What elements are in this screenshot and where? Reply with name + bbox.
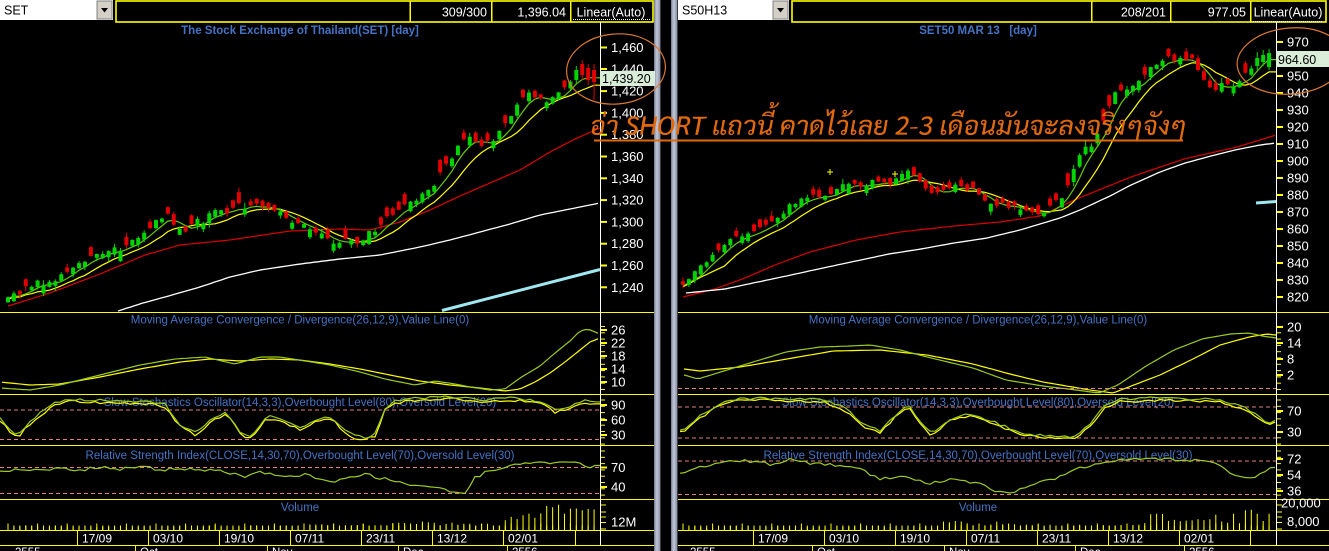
svg-text:1,240: 1,240	[611, 280, 644, 295]
svg-text:1,300: 1,300	[611, 214, 644, 229]
svg-text:SET50 MAR 13 [day]: SET50 MAR 13 [day]	[919, 25, 1037, 37]
svg-text:17/09: 17/09	[758, 532, 788, 546]
svg-text:8,000: 8,000	[1287, 514, 1320, 529]
svg-text:970: 970	[1287, 35, 1309, 50]
svg-text:The Stock Exchange of Thailand: The Stock Exchange of Thailand(SET) [day…	[181, 25, 419, 37]
svg-text:07/11: 07/11	[295, 532, 324, 546]
svg-text:1,280: 1,280	[611, 236, 644, 251]
svg-text:03/10: 03/10	[153, 532, 183, 546]
svg-text:1,360: 1,360	[611, 149, 644, 164]
svg-text:Linear(Auto): Linear(Auto)	[1254, 6, 1323, 20]
svg-text:02/01: 02/01	[508, 532, 538, 546]
svg-text:1,439.20: 1,439.20	[602, 72, 651, 86]
svg-text:20,000: 20,000	[1281, 496, 1321, 511]
svg-text:920: 920	[1287, 120, 1309, 135]
svg-text:Nov: Nov	[272, 547, 293, 551]
svg-text:Relative Strength Index(CLOSE,: Relative Strength Index(CLOSE,14,30,70),…	[764, 450, 1193, 462]
svg-text:12M: 12M	[611, 515, 636, 530]
svg-text:1,396.04: 1,396.04	[517, 6, 566, 20]
svg-text:26: 26	[611, 323, 625, 338]
svg-text:Slow Stochastics Oscillator(14: Slow Stochastics Oscillator(14,3,3),Over…	[782, 397, 1175, 409]
svg-text:2: 2	[1287, 368, 1294, 383]
svg-text:13/12: 13/12	[437, 532, 467, 546]
svg-text:Oct: Oct	[817, 547, 836, 551]
svg-text:1,260: 1,260	[611, 258, 644, 273]
svg-text:20: 20	[1287, 320, 1301, 335]
svg-text:820: 820	[1287, 290, 1309, 305]
svg-text:22: 22	[611, 336, 625, 351]
svg-text:208/201: 208/201	[1121, 6, 1166, 20]
svg-text:14: 14	[1287, 336, 1301, 351]
svg-text:60: 60	[611, 413, 625, 428]
svg-text:30: 30	[611, 428, 625, 443]
svg-text:17/09: 17/09	[82, 532, 112, 546]
svg-text:900: 900	[1287, 154, 1309, 169]
svg-text:2556: 2556	[1189, 547, 1215, 551]
svg-text:930: 930	[1287, 103, 1309, 118]
svg-text:8: 8	[1287, 352, 1294, 367]
svg-text:1,340: 1,340	[611, 171, 644, 186]
svg-text:07/11: 07/11	[971, 532, 1000, 546]
svg-text:Oct: Oct	[140, 547, 159, 551]
svg-text:2556: 2556	[512, 547, 538, 551]
svg-text:1,420: 1,420	[611, 84, 644, 99]
svg-text:880: 880	[1287, 188, 1309, 203]
svg-text:Nov: Nov	[949, 547, 970, 551]
svg-text:830: 830	[1287, 273, 1309, 288]
svg-text:23/11: 23/11	[1042, 532, 1071, 546]
svg-text:Moving Average Convergence / D: Moving Average Convergence / Divergence(…	[809, 315, 1148, 327]
svg-text:13/12: 13/12	[1113, 532, 1143, 546]
svg-text:03/10: 03/10	[829, 532, 859, 546]
svg-text:10: 10	[611, 375, 625, 390]
svg-text:Volume: Volume	[959, 502, 997, 514]
svg-text:19/10: 19/10	[900, 532, 930, 546]
svg-text:Dec: Dec	[1080, 547, 1101, 551]
svg-text:1,320: 1,320	[611, 193, 644, 208]
svg-text:309/300: 309/300	[442, 6, 487, 20]
svg-text:Linear(Auto): Linear(Auto)	[577, 6, 646, 20]
svg-text:Volume: Volume	[281, 502, 319, 514]
svg-text:02/01: 02/01	[1184, 532, 1214, 546]
svg-text:890: 890	[1287, 171, 1309, 186]
svg-text:90: 90	[611, 398, 625, 413]
svg-text:70: 70	[1287, 404, 1301, 419]
svg-text:964.60: 964.60	[1278, 53, 1316, 67]
svg-text:19/10: 19/10	[224, 532, 254, 546]
svg-text:54: 54	[1287, 468, 1301, 483]
svg-text:977.05: 977.05	[1208, 6, 1246, 20]
svg-text:23/11: 23/11	[366, 532, 395, 546]
svg-text:840: 840	[1287, 256, 1309, 271]
svg-text:860: 860	[1287, 222, 1309, 237]
svg-text:2555: 2555	[15, 547, 41, 551]
svg-text:18: 18	[611, 349, 625, 364]
svg-text:910: 910	[1287, 137, 1309, 152]
svg-text:36: 36	[1287, 484, 1301, 499]
svg-text:Relative Strength Index(CLOSE,: Relative Strength Index(CLOSE,14,30,70),…	[86, 450, 515, 462]
svg-text:1,460: 1,460	[611, 40, 644, 55]
svg-text:S50H13: S50H13	[682, 4, 727, 18]
svg-text:70: 70	[611, 460, 625, 475]
svg-text:Dec: Dec	[403, 547, 424, 551]
svg-text:14: 14	[611, 362, 625, 377]
svg-text:SET: SET	[4, 4, 29, 18]
svg-text:Moving Average Convergence / D: Moving Average Convergence / Divergence(…	[131, 315, 470, 327]
svg-text:30: 30	[1287, 425, 1301, 440]
svg-text:1,400: 1,400	[611, 105, 644, 120]
svg-text:40: 40	[611, 480, 625, 495]
svg-text:850: 850	[1287, 239, 1309, 254]
svg-text:72: 72	[1287, 452, 1301, 467]
svg-text:950: 950	[1287, 69, 1309, 84]
svg-text:870: 870	[1287, 205, 1309, 220]
svg-text:2555: 2555	[690, 547, 716, 551]
